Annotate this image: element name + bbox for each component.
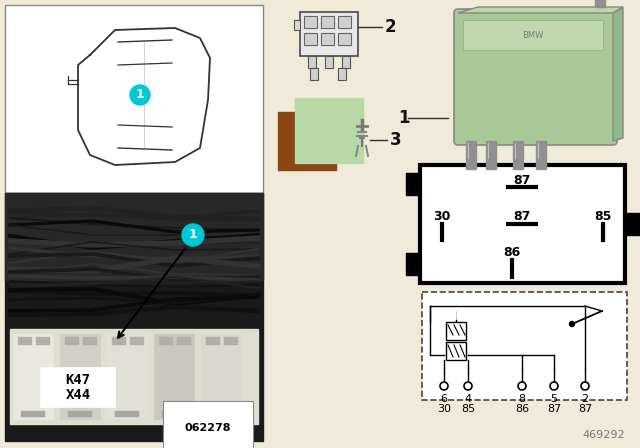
Text: 1: 1 [136, 89, 145, 102]
Bar [36, 337, 50, 345]
Text: K47: K47 [65, 373, 91, 387]
FancyBboxPatch shape [454, 9, 617, 145]
Bar [338, 33, 351, 45]
Bar [278, 112, 336, 170]
Bar [159, 337, 173, 345]
Bar [40, 366, 115, 407]
Bar [466, 141, 476, 169]
Text: 3: 3 [390, 131, 402, 149]
Circle shape [550, 382, 558, 390]
Text: 87: 87 [578, 404, 592, 414]
Circle shape [440, 382, 448, 390]
Bar [304, 33, 317, 45]
Bar [446, 342, 466, 360]
Bar [130, 337, 144, 345]
Bar [13, 334, 53, 419]
Bar [513, 141, 523, 169]
Circle shape [581, 382, 589, 390]
Bar [595, 0, 605, 7]
Circle shape [570, 322, 575, 327]
Bar [21, 411, 45, 417]
Bar [115, 411, 139, 417]
Bar [295, 98, 363, 163]
Text: 87: 87 [513, 211, 531, 224]
Bar [162, 411, 186, 417]
Circle shape [464, 382, 472, 390]
Bar [294, 20, 300, 30]
Bar [304, 16, 317, 28]
Bar [83, 337, 97, 345]
Bar [65, 337, 79, 345]
Bar [60, 334, 100, 419]
Bar [536, 141, 546, 169]
Bar [209, 411, 233, 417]
Text: 30: 30 [437, 404, 451, 414]
Text: 87: 87 [547, 404, 561, 414]
Text: BMW: BMW [522, 30, 544, 39]
Bar [422, 292, 627, 400]
Bar [5, 193, 263, 441]
Bar [406, 173, 420, 195]
Bar [406, 253, 420, 275]
Bar [325, 56, 333, 68]
Bar [446, 322, 466, 340]
Text: 1: 1 [399, 109, 410, 127]
Bar [206, 337, 220, 345]
Circle shape [518, 382, 526, 390]
Polygon shape [613, 7, 623, 141]
Text: 5: 5 [550, 394, 557, 404]
Bar [310, 68, 318, 80]
Bar [463, 20, 603, 50]
Text: 1: 1 [189, 228, 197, 241]
Polygon shape [458, 7, 623, 13]
Bar [486, 141, 496, 169]
Text: 86: 86 [504, 246, 520, 259]
Circle shape [182, 224, 204, 246]
Bar [338, 16, 351, 28]
Bar [338, 68, 346, 80]
Text: 86: 86 [515, 404, 529, 414]
Bar [154, 334, 194, 419]
Bar [177, 337, 191, 345]
Text: 2: 2 [385, 18, 397, 36]
Circle shape [130, 85, 150, 105]
Text: 85: 85 [595, 211, 612, 224]
Text: 062278: 062278 [185, 423, 231, 433]
Bar [107, 334, 147, 419]
Text: 30: 30 [433, 211, 451, 224]
Bar [224, 337, 238, 345]
Bar [420, 165, 625, 283]
Bar [342, 56, 350, 68]
Text: 8: 8 [518, 394, 525, 404]
Bar [5, 5, 263, 193]
Bar [201, 334, 241, 419]
Text: X44: X44 [65, 388, 91, 401]
Bar [321, 33, 334, 45]
Text: 2: 2 [581, 394, 589, 404]
Bar [308, 56, 316, 68]
Bar [321, 16, 334, 28]
Text: 4: 4 [465, 394, 472, 404]
Bar [10, 329, 258, 424]
Bar [18, 337, 32, 345]
Bar [5, 193, 263, 280]
Bar [112, 337, 126, 345]
Bar [300, 12, 358, 56]
Text: 85: 85 [461, 404, 475, 414]
Text: 469292: 469292 [582, 430, 625, 440]
Text: 87: 87 [513, 175, 531, 188]
Bar [68, 411, 92, 417]
Bar [625, 213, 639, 235]
Text: 6: 6 [440, 394, 447, 404]
